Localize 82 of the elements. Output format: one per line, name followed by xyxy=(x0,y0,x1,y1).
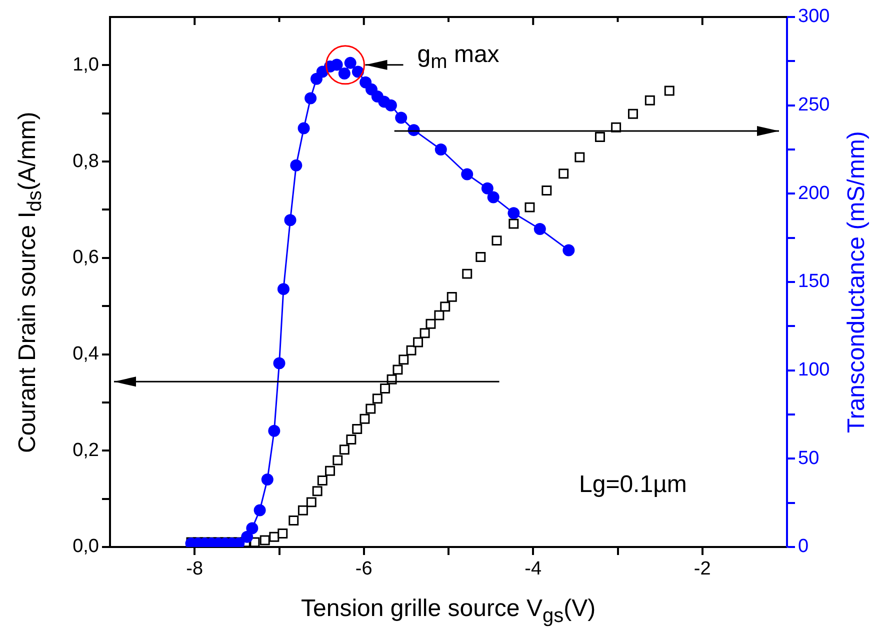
point xyxy=(481,182,494,194)
point xyxy=(250,537,260,547)
point xyxy=(446,292,457,302)
point xyxy=(312,486,322,496)
x-axis-title: Tension grille source V$_{gs}$(V) xyxy=(301,595,596,628)
y2-tick-label: 0 xyxy=(798,536,809,558)
point xyxy=(372,394,382,404)
point xyxy=(360,414,370,424)
point xyxy=(420,328,430,338)
y-tick-label: 0,4 xyxy=(72,344,100,365)
y2-tick-label: 50 xyxy=(798,448,820,469)
y2-tick-label: 100 xyxy=(798,360,830,381)
point xyxy=(395,112,408,124)
point xyxy=(330,58,343,71)
point xyxy=(268,424,280,437)
y-tick-label: 0,8 xyxy=(72,150,99,172)
point xyxy=(288,516,299,526)
point xyxy=(628,108,638,119)
point xyxy=(664,86,674,96)
point xyxy=(392,364,403,375)
y2-tick-label: 150 xyxy=(798,271,830,292)
point xyxy=(254,504,266,516)
point xyxy=(508,218,519,229)
point xyxy=(492,236,502,246)
point xyxy=(306,497,316,508)
point xyxy=(562,244,575,256)
point xyxy=(277,283,290,296)
annotation: g$_{m}$ max xyxy=(417,40,500,74)
point xyxy=(325,466,336,476)
point xyxy=(261,474,274,486)
point xyxy=(298,122,310,134)
point xyxy=(594,132,605,142)
point xyxy=(644,95,655,106)
x-tick-label: -4 xyxy=(524,558,542,580)
point xyxy=(366,404,376,414)
point xyxy=(317,476,328,486)
point xyxy=(574,152,585,162)
point xyxy=(476,252,486,262)
point xyxy=(338,68,350,80)
point xyxy=(384,99,397,112)
y-tick-label: 1,0 xyxy=(72,54,99,76)
y-tick-label: 0,2 xyxy=(72,440,99,461)
y2-axis-title: Transconductance (mS/mm) xyxy=(842,131,871,433)
point xyxy=(352,424,362,434)
point xyxy=(380,383,390,394)
point xyxy=(278,528,288,538)
x-tick-label: -2 xyxy=(694,558,711,580)
point xyxy=(260,535,270,546)
point xyxy=(558,168,569,179)
point xyxy=(298,505,308,516)
y2-tick-label: 250 xyxy=(798,94,830,116)
point xyxy=(524,202,535,212)
point xyxy=(332,455,343,466)
point xyxy=(246,522,258,534)
point xyxy=(284,214,296,226)
y-tick-label: 0,6 xyxy=(72,247,99,268)
annotation: Lg=0.1µm xyxy=(579,471,687,499)
point xyxy=(534,223,546,235)
point xyxy=(339,444,350,455)
y-tick-label: 0,0 xyxy=(72,536,99,558)
point xyxy=(440,302,450,312)
point xyxy=(487,191,500,204)
point xyxy=(434,144,447,156)
x-tick-label: -6 xyxy=(355,558,372,580)
y2-tick-label: 300 xyxy=(798,6,830,28)
point xyxy=(304,92,317,104)
point xyxy=(269,532,280,542)
point xyxy=(290,159,302,172)
x-tick-label: -8 xyxy=(186,558,204,580)
point xyxy=(398,354,409,365)
point xyxy=(508,207,520,220)
point xyxy=(413,337,424,348)
point xyxy=(542,185,552,196)
point xyxy=(426,318,436,329)
point xyxy=(241,530,254,543)
point xyxy=(406,345,416,356)
point xyxy=(462,268,472,279)
y2-tick-label: 200 xyxy=(798,182,830,204)
point xyxy=(461,168,474,180)
point xyxy=(346,434,356,445)
point xyxy=(434,310,444,320)
point xyxy=(273,357,286,370)
